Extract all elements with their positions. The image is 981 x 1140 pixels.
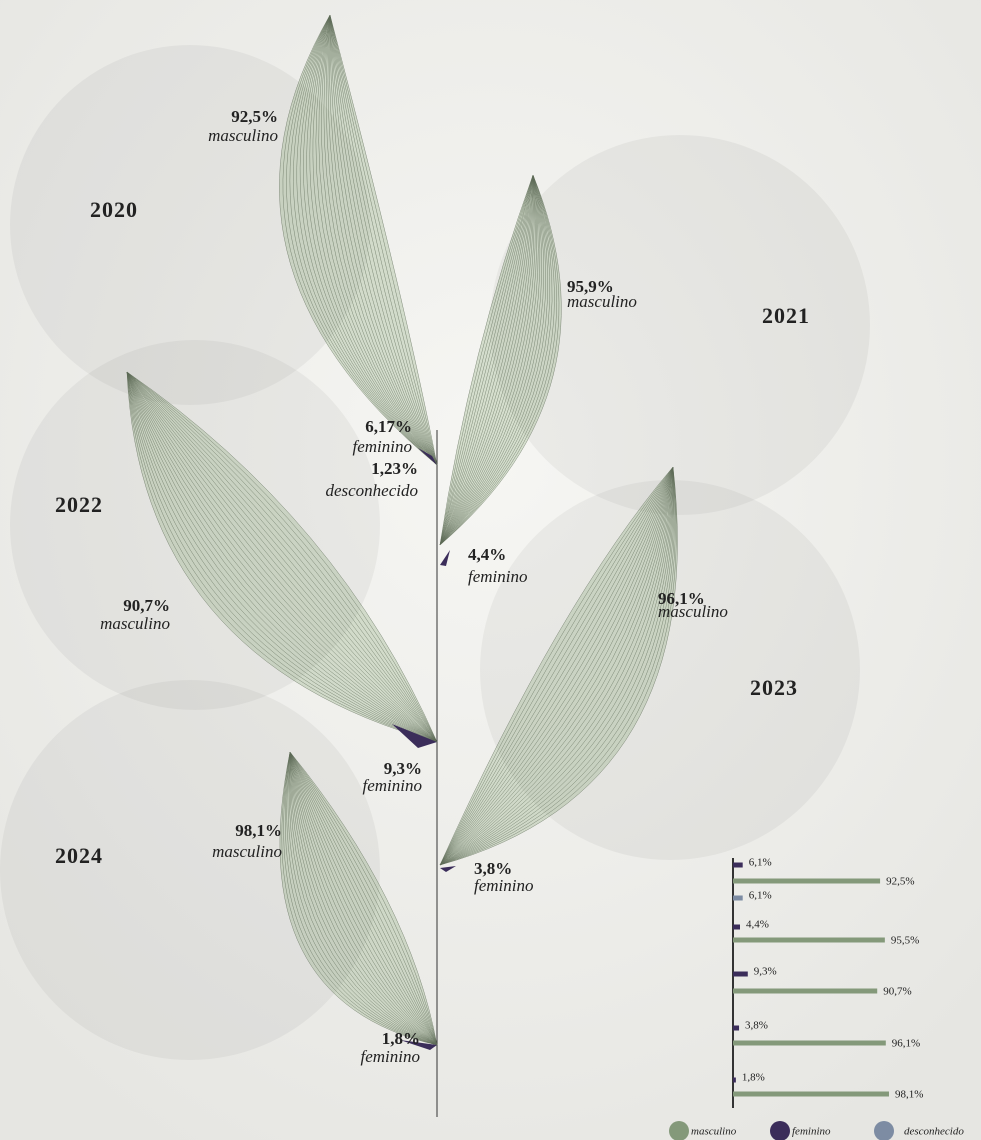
masculino-label: masculino bbox=[658, 602, 728, 621]
legend-label: masculino bbox=[691, 1126, 737, 1138]
bar bbox=[733, 989, 877, 994]
bar bbox=[733, 1026, 739, 1031]
bar bbox=[733, 938, 885, 943]
feminino-label: feminino bbox=[361, 1047, 421, 1066]
year-label: 2020 bbox=[90, 197, 138, 222]
bar bbox=[733, 863, 743, 868]
bar-value-label: 92,5% bbox=[886, 876, 914, 888]
feminino-value: 1,8% bbox=[382, 1029, 420, 1048]
year-label: 2023 bbox=[750, 675, 798, 700]
legend-label: desconhecido bbox=[904, 1126, 964, 1138]
feminino-label: feminino bbox=[363, 776, 423, 795]
bar bbox=[733, 925, 740, 930]
masculino-value: 90,7% bbox=[123, 596, 170, 615]
masculino-value: 98,1% bbox=[235, 821, 282, 840]
masculino-value: 92,5% bbox=[231, 107, 278, 126]
bar-value-label: 90,7% bbox=[883, 986, 911, 998]
bar bbox=[733, 1041, 886, 1046]
desconhecido-label: desconhecido bbox=[325, 481, 418, 500]
bar-value-label: 6,1% bbox=[749, 890, 772, 902]
desconhecido-value: 1,23% bbox=[371, 459, 418, 478]
bar-value-label: 95,5% bbox=[891, 935, 919, 947]
feminino-value: 6,17% bbox=[365, 417, 412, 436]
bar-value-label: 9,3% bbox=[754, 966, 777, 978]
bar-value-label: 4,4% bbox=[746, 919, 769, 931]
year-label: 2024 bbox=[55, 843, 103, 868]
masculino-label: masculino bbox=[567, 292, 637, 311]
bar-value-label: 1,8% bbox=[742, 1072, 765, 1084]
bar-value-label: 3,8% bbox=[745, 1020, 768, 1032]
infographic: 202092,5%masculino6,17%feminino1,23%desc… bbox=[0, 0, 981, 1140]
bar bbox=[733, 1078, 736, 1083]
bar-value-label: 6,1% bbox=[749, 857, 772, 869]
feminino-label: feminino bbox=[474, 876, 534, 895]
feminino-label: feminino bbox=[353, 437, 413, 456]
feminino-label: feminino bbox=[468, 567, 528, 586]
bar-value-label: 98,1% bbox=[895, 1089, 923, 1101]
bar-value-label: 96,1% bbox=[892, 1038, 920, 1050]
masculino-label: masculino bbox=[100, 614, 170, 633]
bar bbox=[733, 879, 880, 884]
bar bbox=[733, 896, 743, 901]
masculino-label: masculino bbox=[208, 126, 278, 145]
year-label: 2021 bbox=[762, 303, 810, 328]
year-label: 2022 bbox=[55, 492, 103, 517]
feminino-value: 4,4% bbox=[468, 545, 506, 564]
bar bbox=[733, 1092, 889, 1097]
bar bbox=[733, 972, 748, 977]
legend-label: feminino bbox=[792, 1126, 831, 1138]
masculino-label: masculino bbox=[212, 842, 282, 861]
